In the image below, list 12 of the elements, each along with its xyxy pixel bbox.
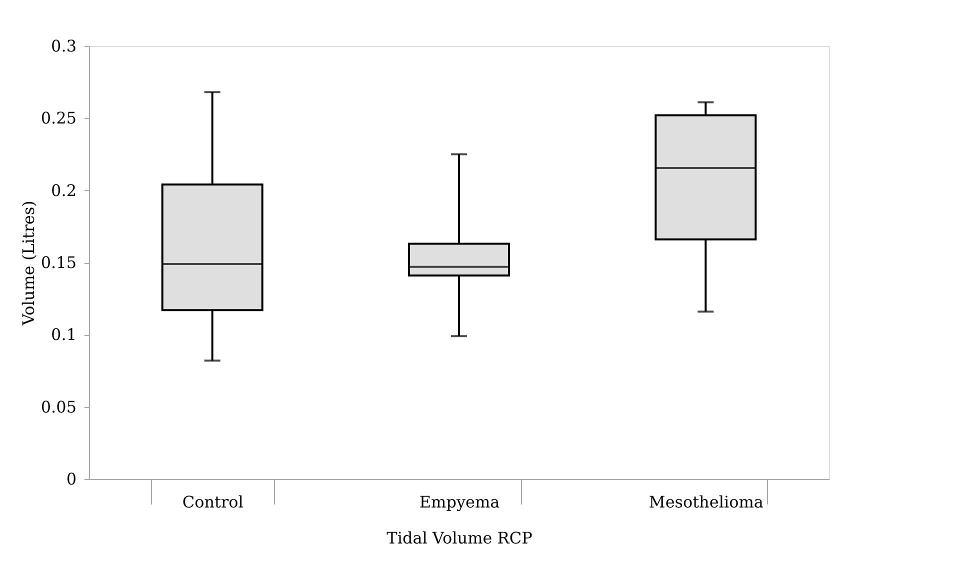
y-tick-label: 0 xyxy=(66,470,76,488)
x-tick-label: Mesothelioma xyxy=(648,492,764,512)
y-tick-label: 0.25 xyxy=(40,108,76,128)
x-tick-label: Empyema xyxy=(419,492,500,512)
y-axis-title: Volume (Litres) xyxy=(18,200,38,326)
y-tick-label: 0.2 xyxy=(51,180,76,200)
y-tick-label: 0.3 xyxy=(51,36,76,56)
y-tick-label: 0.15 xyxy=(40,253,76,272)
y-tick-label: 0.1 xyxy=(51,325,76,344)
x-axis-title: Tidal Volume RCP xyxy=(386,528,533,548)
x-tick-label: Control xyxy=(182,492,244,512)
y-tick-label: 0.05 xyxy=(40,397,76,416)
